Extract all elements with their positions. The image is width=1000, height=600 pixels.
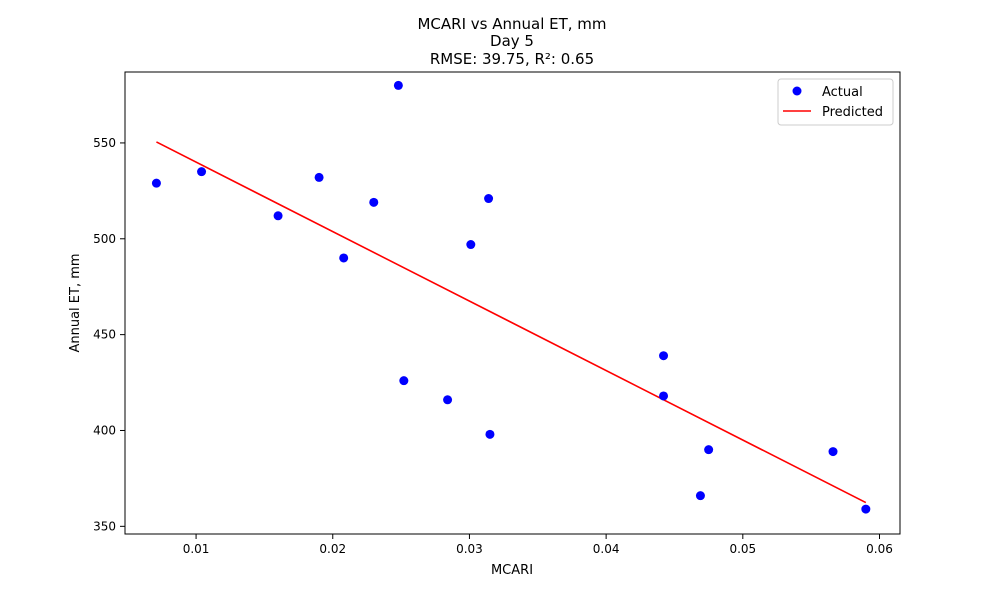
data-point [197,167,207,177]
y-axis-label: Annual ET, mm [68,253,83,352]
y-tick-label: 550 [93,136,116,150]
data-point [466,240,476,250]
x-tick-label: 0.02 [319,542,346,556]
data-point [393,80,403,90]
plot-area [124,71,901,535]
data-point [485,429,495,439]
legend: Actual Predicted [777,78,894,126]
predicted-line [156,141,867,504]
legend-label-predicted: Predicted [822,105,883,120]
title-line-2: Day 5 [490,32,534,50]
actual-series [151,80,871,514]
title-line-1: MCARI vs Annual ET, mm [417,15,606,33]
data-point [828,447,838,457]
data-point [399,376,409,386]
predicted-series [156,141,867,504]
x-tick-label: 0.01 [183,542,210,556]
data-point [273,211,283,221]
data-point [659,351,669,361]
y-tick-label: 400 [93,423,116,437]
data-point [339,253,349,263]
y-tick-label: 350 [93,519,116,533]
legend-marker-actual [792,86,802,96]
data-point [151,178,161,188]
data-point [695,491,705,501]
data-point [484,194,494,204]
x-tick-label: 0.06 [866,542,893,556]
y-tick-label: 450 [93,328,116,342]
title-line-3: RMSE: 39.75, R²: 0.65 [430,50,594,68]
x-axis-label: MCARI [491,563,533,578]
legend-label-actual: Actual [822,85,863,100]
y-axis-ticks: 350 400 450 500 550 [93,136,125,533]
y-tick-label: 500 [93,232,116,246]
data-point [369,197,379,207]
x-tick-label: 0.04 [593,542,620,556]
chart-title: MCARI vs Annual ET, mm Day 5 RMSE: 39.75… [417,15,606,68]
data-point [861,504,871,514]
x-tick-label: 0.05 [729,542,756,556]
data-point [704,445,714,455]
data-point [659,391,669,401]
x-axis-ticks: 0.01 0.02 0.03 0.04 0.05 0.06 [183,534,893,556]
data-point [443,395,453,405]
legend-box [777,78,894,126]
x-tick-label: 0.03 [456,542,483,556]
data-point [314,172,324,182]
